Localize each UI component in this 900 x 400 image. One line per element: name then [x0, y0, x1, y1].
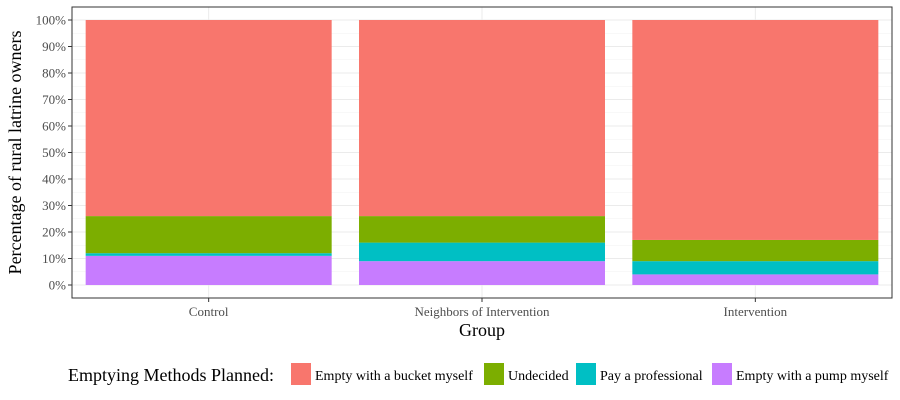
y-tick-label: 40% [42, 172, 66, 187]
x-tick-label: Control [189, 304, 229, 319]
y-tick-label: 50% [42, 145, 66, 160]
legend-label: Empty with a pump myself [736, 369, 889, 384]
y-tick-label: 80% [42, 66, 66, 81]
bar-segment [632, 274, 879, 285]
y-tick-label: 0% [49, 278, 67, 293]
x-axis-ticks: Control Neighbors of Intervention Interven… [189, 298, 788, 319]
bar-segment [85, 255, 332, 285]
bar-segment [632, 239, 879, 262]
legend-label: Pay a professional [600, 369, 703, 384]
bars [85, 20, 879, 285]
x-axis-title: Group [459, 320, 505, 340]
y-tick-label: 30% [42, 198, 66, 213]
legend-key [484, 363, 504, 385]
bar-segment [359, 261, 605, 285]
bar-segment [632, 261, 879, 275]
bar-segment [85, 253, 332, 256]
y-tick-label: 100% [36, 13, 67, 28]
x-tick-label: Neighbors of Intervention [414, 304, 550, 319]
y-tick-label: 90% [42, 39, 66, 54]
bar-segment [632, 20, 879, 240]
x-tick-label: Intervention [724, 304, 788, 319]
legend-label: Undecided [508, 369, 569, 384]
bar-segment [85, 20, 332, 217]
bar-segment [359, 216, 605, 243]
bar-segment [85, 216, 332, 254]
y-tick-label: 70% [42, 92, 66, 107]
y-tick-label: 10% [42, 251, 66, 266]
legend-key [712, 363, 732, 385]
bar-segment [359, 20, 605, 217]
legend-title: Emptying Methods Planned: [68, 365, 274, 385]
legend: Emptying Methods Planned: Empty with a b… [68, 363, 889, 385]
y-tick-label: 60% [42, 119, 66, 134]
legend-label: Empty with a bucket myself [315, 369, 473, 384]
legend-key [576, 363, 596, 385]
legend-key [291, 363, 311, 385]
y-tick-label: 20% [42, 225, 66, 240]
bar-segment [359, 242, 605, 262]
y-axis-title: Percentage of rural latrine owners [5, 31, 25, 275]
y-axis-ticks: 0% 10% 20% 30% 40% 50% 60% 70% 80% 90% 100% [36, 13, 72, 293]
